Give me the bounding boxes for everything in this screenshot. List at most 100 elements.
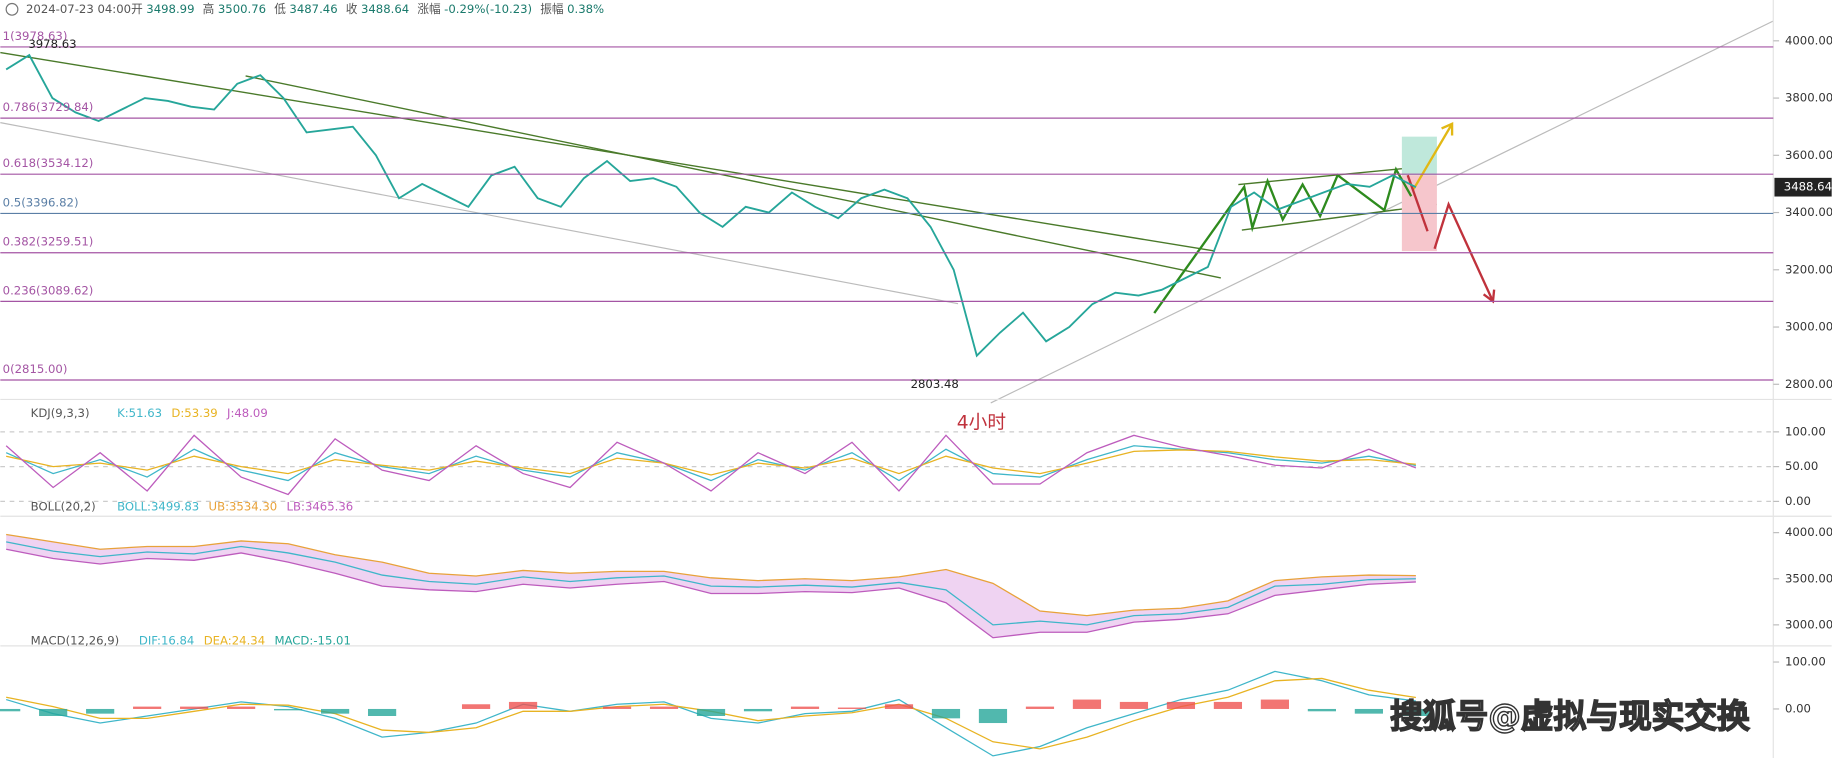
fib-label: 0.618(3534.12) (3, 156, 94, 170)
macd-bar (1307, 708, 1336, 712)
y-tick-label: 3600.00 (1785, 148, 1832, 162)
fib-label: 0.786(3729.84) (3, 100, 94, 114)
series-line (6, 449, 1416, 476)
fib-label: 0.5(3396.82) (3, 195, 79, 209)
header-value: -0.29%(-10.23) (444, 2, 532, 16)
last-price-label: 3488.64 (1784, 180, 1832, 194)
fib-label: 1(3978.63) (3, 29, 68, 43)
header-date: 2024-07-23 04:00 (26, 2, 131, 16)
macd-bar (1025, 706, 1055, 709)
series-line (5, 670, 1416, 757)
macd-bar (837, 707, 867, 709)
series-line (5, 53, 1417, 358)
header-value: 3488.64 (361, 2, 409, 16)
series-line (6, 548, 1416, 639)
macd-bar (884, 704, 914, 709)
macd-bar (1119, 701, 1149, 709)
macd-bar (180, 706, 209, 709)
header-label: 高 (203, 2, 215, 16)
watermark: 搜狐号@虚拟与现实交换 (1390, 697, 1750, 735)
y-tick-label: 0.00 (1785, 494, 1811, 508)
panel-title: BOLL(20,2) (31, 499, 96, 513)
macd-bar (39, 708, 68, 716)
macd-bar (227, 706, 256, 709)
legend-entry: DIF:16.84 (139, 634, 195, 648)
y-tick-label: 100.00 (1785, 655, 1826, 669)
legend-entry: DEA:24.34 (204, 634, 265, 648)
macd-bar (1213, 701, 1243, 709)
trend-line (0, 51, 1216, 252)
header-label: 振幅 (540, 2, 564, 16)
header-label: 开 (131, 2, 143, 16)
y-tick-label: 3200.00 (1785, 262, 1832, 276)
y-tick-label: 3500.00 (1785, 571, 1832, 585)
macd-bar (367, 708, 397, 716)
y-tick-label: 3400.00 (1785, 205, 1832, 219)
legend-entry: MACD:-15.01 (274, 634, 350, 648)
macd-bar (743, 708, 773, 712)
y-tick-label: 2800.00 (1785, 377, 1832, 391)
price-annotation: 2803.48 (911, 377, 959, 391)
macd-bar (696, 708, 726, 716)
macd-bar (274, 708, 303, 711)
y-tick-label: 3000.00 (1785, 320, 1832, 334)
legend-entry: LB:3465.36 (287, 499, 354, 513)
header-value: 3487.46 (289, 2, 337, 16)
series-line (6, 541, 1416, 626)
y-tick-label: 3800.00 (1785, 91, 1832, 105)
panel-title: MACD(12,26,9) (31, 634, 120, 648)
macd-bar (649, 706, 679, 709)
down-arrow (1433, 201, 1495, 302)
macd-bar (0, 708, 21, 712)
macd-bar (931, 708, 961, 719)
y-tick-label: 4000.00 (1785, 33, 1832, 47)
macd-bar (1166, 701, 1196, 709)
y-tick-label: 100.00 (1785, 424, 1826, 438)
header-value: 3498.99 (146, 2, 194, 16)
macd-bar (790, 706, 820, 709)
price-annotation: 3978.63 (28, 37, 76, 51)
header-value: 3500.76 (218, 2, 266, 16)
header-label: 涨幅 (417, 2, 441, 16)
macd-bar (978, 708, 1008, 724)
legend-entry: K:51.63 (117, 406, 162, 420)
menu-icon[interactable] (5, 2, 19, 16)
legend-entry: BOLL:3499.83 (117, 499, 199, 513)
header-label: 收 (346, 2, 358, 16)
macd-bar (508, 701, 538, 709)
fib-label: 0(2815.00) (3, 362, 68, 376)
macd-bar (1401, 708, 1430, 717)
macd-bar (86, 708, 115, 714)
legend-entry: UB:3534.30 (209, 499, 278, 513)
up-arrow (1412, 123, 1454, 190)
zigzag-arrow (1153, 166, 1413, 314)
header-label: 低 (274, 2, 286, 16)
macd-bar (133, 706, 162, 709)
y-tick-label: 4000.00 (1785, 525, 1832, 539)
y-tick-label: 50.00 (1785, 459, 1818, 473)
legend-entry: D:53.39 (171, 406, 217, 420)
fib-label: 0.236(3089.62) (3, 283, 94, 297)
series-line (5, 445, 1417, 482)
series-line (6, 533, 1416, 617)
macd-bar (602, 706, 632, 709)
last-price-box (1774, 177, 1832, 197)
series-line (5, 434, 1417, 496)
macd-bar (1260, 699, 1290, 709)
macd-bar (321, 708, 350, 714)
macd-bar (1354, 708, 1383, 714)
timeframe-label: 4小时 (957, 412, 1006, 433)
y-tick-label: 3000.00 (1785, 617, 1832, 631)
legend-entry: J:48.09 (226, 406, 268, 420)
target-box (1401, 136, 1437, 176)
fib-label: 0.382(3259.51) (3, 235, 94, 249)
y-tick-label: 0.00 (1785, 701, 1811, 715)
trend-line (245, 75, 1221, 279)
arrow-head (1441, 122, 1454, 136)
macd-bar (1072, 699, 1102, 709)
header-value: 0.38% (567, 2, 604, 16)
macd-bar (461, 704, 491, 709)
